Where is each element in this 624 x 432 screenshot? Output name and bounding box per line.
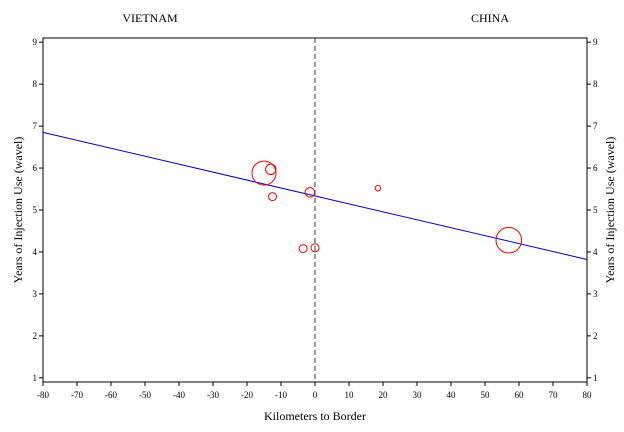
data-point bbox=[268, 192, 277, 202]
y-tick-label-left: 2 bbox=[33, 331, 38, 341]
x-tick-label: -50 bbox=[139, 390, 151, 400]
x-tick-label: 80 bbox=[583, 390, 593, 400]
y-tick-label-right: 8 bbox=[593, 79, 598, 89]
x-tick-label: 40 bbox=[447, 390, 457, 400]
x-tick-label: -80 bbox=[37, 390, 49, 400]
x-tick-label: 10 bbox=[345, 390, 355, 400]
x-axis-label: Kilometers to Border bbox=[264, 409, 366, 423]
x-tick-label: -40 bbox=[173, 390, 185, 400]
region-label-vietnam: VIETNAM bbox=[122, 11, 178, 25]
y-tick-label-right: 3 bbox=[593, 289, 598, 299]
y-tick-label-left: 7 bbox=[33, 121, 38, 131]
y-tick-label-right: 2 bbox=[593, 331, 598, 341]
data-point bbox=[310, 243, 320, 253]
x-tick-label: -10 bbox=[275, 390, 287, 400]
x-tick-label: 60 bbox=[515, 390, 525, 400]
x-tick-label: -20 bbox=[241, 390, 253, 400]
x-tick-label: -70 bbox=[71, 390, 83, 400]
y-axis-label-left: Years of Injection Use (wavel) bbox=[11, 137, 25, 284]
y-tick-label-left: 3 bbox=[33, 289, 38, 299]
y-tick-label-left: 9 bbox=[33, 37, 38, 47]
y-tick-label-right: 4 bbox=[593, 247, 598, 257]
y-axis-label-right: Years of Injection Use (wavel) bbox=[603, 137, 617, 284]
y-tick-label-left: 5 bbox=[33, 205, 38, 215]
data-point bbox=[374, 184, 382, 192]
x-tick-label: -60 bbox=[105, 390, 117, 400]
data-point bbox=[304, 187, 316, 198]
y-tick-label-left: 4 bbox=[33, 247, 38, 257]
y-tick-label-left: 1 bbox=[33, 373, 38, 383]
y-tick-label-right: 6 bbox=[593, 163, 598, 173]
points-group bbox=[251, 160, 523, 254]
data-point bbox=[495, 226, 523, 254]
y-tick-label-left: 6 bbox=[33, 163, 38, 173]
y-tick-label-right: 5 bbox=[593, 205, 598, 215]
x-tick-label: 30 bbox=[413, 390, 423, 400]
y-tick-label-right: 9 bbox=[593, 37, 598, 47]
region-label-china: CHINA bbox=[471, 11, 509, 25]
axis-ticks: -80 -70 -60 -50 -40 -30 -20 -10 0 10 20 30 40 50 60 70 8… bbox=[33, 37, 599, 400]
x-tick-label: -30 bbox=[207, 390, 219, 400]
y-tick-label-right: 7 bbox=[593, 121, 598, 131]
data-point bbox=[251, 160, 277, 186]
y-tick-label-right: 1 bbox=[593, 373, 598, 383]
x-tick-label: 70 bbox=[549, 390, 559, 400]
data-point bbox=[265, 163, 277, 176]
x-tick-label: 20 bbox=[379, 390, 389, 400]
x-tick-label: 50 bbox=[481, 390, 491, 400]
y-tick-label-left: 8 bbox=[33, 79, 38, 89]
data-point bbox=[298, 244, 308, 254]
x-tick-label: 0 bbox=[313, 390, 318, 400]
